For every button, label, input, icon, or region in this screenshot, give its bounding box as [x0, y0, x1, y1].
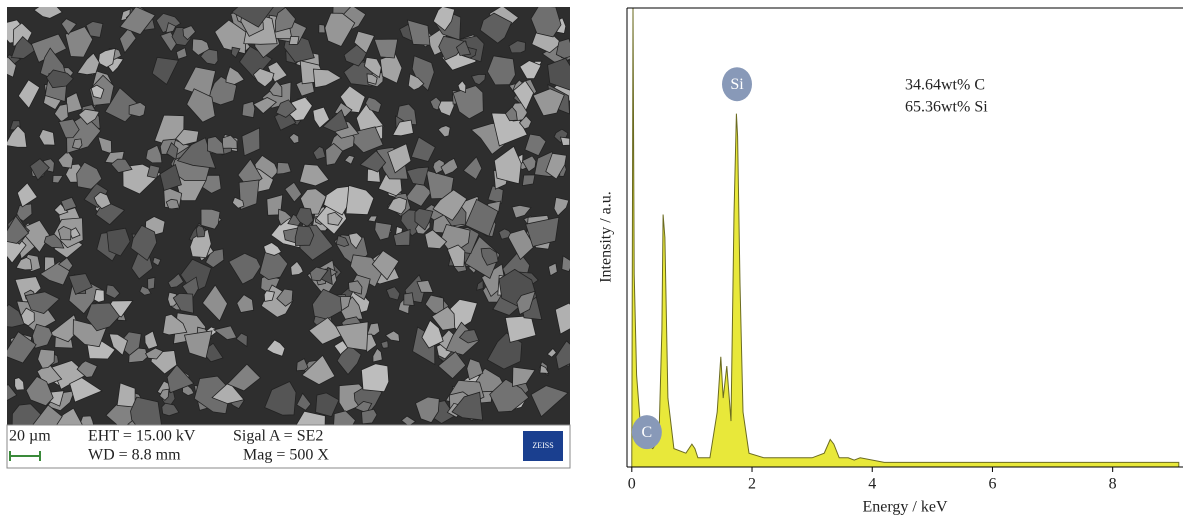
- x-tick-label: 0: [628, 476, 636, 493]
- grain: [58, 226, 71, 239]
- grain: [166, 199, 179, 209]
- grain: [201, 209, 220, 229]
- composition-c: 34.64wt% C: [905, 77, 985, 94]
- grain: [522, 175, 535, 186]
- scale-bar-label: 20 µm: [9, 428, 51, 445]
- grain: [242, 101, 255, 117]
- grain: [148, 277, 155, 289]
- grain: [319, 24, 325, 33]
- spectrum-chart: 34.64wt% C 65.36wt% Si Energy / keV Inte…: [598, 8, 1183, 516]
- grain: [361, 364, 388, 392]
- grain: [277, 162, 291, 174]
- grain: [556, 39, 574, 59]
- grain: [404, 293, 414, 306]
- x-tick-label: 8: [1109, 476, 1117, 493]
- peak-label: C: [641, 424, 652, 441]
- sem-mag: Mag = 500 X: [243, 447, 329, 464]
- grain: [295, 226, 314, 246]
- sem-signal: Sigal A = SE2: [233, 428, 323, 445]
- logo: ZEISS: [532, 441, 553, 450]
- figure: 20 µm EHT = 15.00 kV Sigal A = SE2 WD = …: [0, 0, 1183, 523]
- y-axis-label: Intensity / a.u.: [598, 191, 615, 283]
- sem-eht: EHT = 15.00 kV: [88, 428, 196, 445]
- x-axis-label: Energy / keV: [862, 499, 947, 516]
- peak-label: Si: [730, 76, 744, 93]
- grain: [562, 256, 573, 272]
- composition-si: 65.36wt% Si: [905, 99, 988, 116]
- grain: [289, 36, 299, 44]
- x-tick-label: 4: [868, 476, 876, 493]
- x-tick-label: 2: [748, 476, 756, 493]
- grain: [555, 303, 582, 334]
- grain: [94, 290, 104, 303]
- sem-image: 20 µm EHT = 15.00 kV Sigal A = SE2 WD = …: [0, 0, 582, 468]
- sem-wd: WD = 8.8 mm: [88, 447, 181, 464]
- x-tick-label: 6: [988, 476, 996, 493]
